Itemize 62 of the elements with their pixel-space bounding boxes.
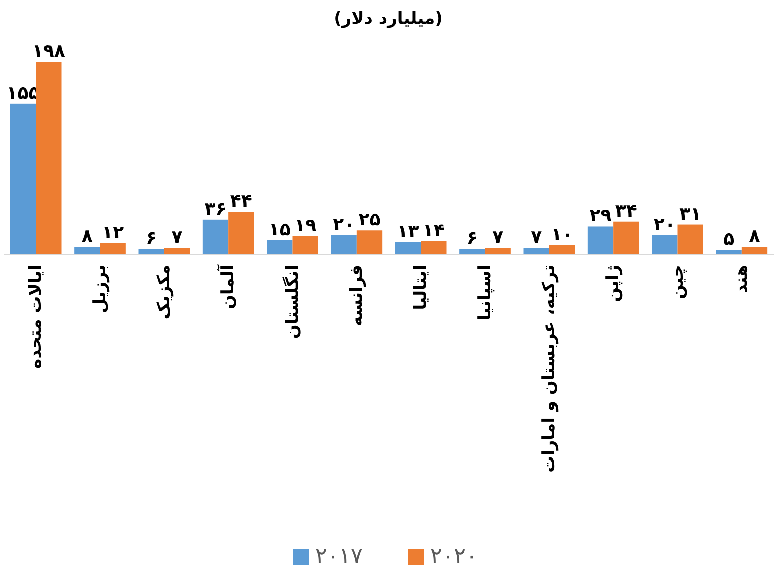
bar	[716, 250, 742, 255]
data-label: ۶	[146, 228, 158, 250]
data-label: ۱۴	[422, 220, 445, 242]
bar	[202, 220, 229, 255]
x-tick-label: چین	[668, 265, 688, 300]
data-label: ۱۳	[397, 221, 420, 242]
legend-label: ۲۰۲۰	[430, 544, 478, 570]
x-tick-label: فرانسه	[346, 265, 367, 327]
bar	[100, 243, 126, 255]
bar	[138, 249, 164, 255]
bar	[356, 230, 383, 255]
bar	[588, 226, 614, 255]
x-tick-label: ایالات متحده	[26, 265, 46, 369]
data-label: ۲۰	[333, 214, 356, 236]
legend-label: ۲۰۱۷	[316, 544, 363, 570]
bar	[742, 247, 768, 255]
bar	[74, 247, 100, 255]
x-tick-label: برزیل	[90, 265, 110, 314]
data-label: ۱۹	[294, 215, 317, 236]
data-label: ۲۵	[358, 210, 381, 231]
bar	[331, 236, 357, 255]
bar	[292, 236, 318, 255]
data-label: ۶	[466, 228, 478, 250]
data-label: ۱۲	[102, 222, 124, 244]
data-label: ۱۰	[551, 224, 574, 246]
bar	[164, 248, 190, 255]
bar	[228, 212, 254, 255]
data-label: ۳۴	[615, 200, 638, 222]
data-label: ۸	[749, 226, 760, 248]
x-tick-label: اسپانیا	[475, 265, 496, 321]
data-label: ۲۰	[654, 214, 676, 236]
bar	[36, 62, 62, 255]
bar	[460, 249, 486, 255]
bar	[678, 224, 704, 255]
data-label: ۷	[492, 227, 504, 248]
data-label: ۸	[82, 226, 93, 248]
data-label: ۳۱	[680, 204, 702, 225]
x-tick-label: هند	[732, 265, 752, 294]
x-tick-label: آلمان	[216, 264, 239, 310]
data-label: ۱۹۸	[32, 41, 66, 62]
x-tick-label: ژاپن	[604, 265, 624, 302]
bar	[652, 236, 678, 255]
x-tick-label: ایتالیا	[411, 265, 432, 310]
bar	[485, 248, 511, 255]
bar	[395, 242, 422, 255]
bar	[524, 248, 550, 255]
bar	[549, 245, 576, 255]
data-label: ۱۵	[268, 219, 291, 240]
bar	[10, 104, 36, 255]
data-label: ۴۴	[230, 191, 252, 212]
data-label: ۳۶	[204, 198, 227, 220]
data-label: ۲۹	[590, 206, 612, 227]
x-tick-label: مکزیک	[154, 265, 174, 320]
bar	[267, 240, 293, 255]
chart-title: (میلیارد دلار)	[334, 9, 443, 29]
data-label: ۷	[172, 227, 183, 248]
x-tick-label: ترکیه، عربستان و امارات	[539, 265, 560, 474]
data-label: ۵	[724, 229, 735, 250]
bar	[421, 241, 447, 255]
bar	[614, 222, 640, 255]
x-tick-label: انگلستان	[282, 265, 303, 340]
data-label: ۷	[531, 227, 542, 248]
